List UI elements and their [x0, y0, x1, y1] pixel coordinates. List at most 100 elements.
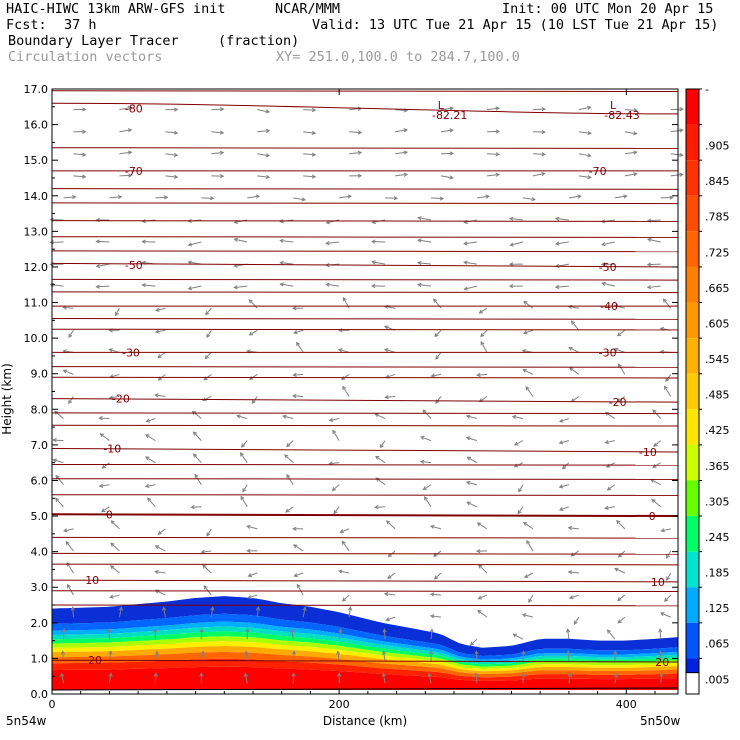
vector-arrow — [554, 241, 569, 246]
vector-arrow — [109, 194, 123, 200]
vector-arrow — [429, 628, 434, 640]
vector-arrow — [349, 173, 363, 178]
vector-arrow — [528, 594, 534, 603]
vector-arrow — [463, 285, 478, 291]
vector-arrow — [325, 240, 340, 246]
contour-line — [51, 463, 679, 466]
vector-arrow — [286, 440, 294, 448]
vector-arrow — [381, 650, 387, 662]
vector-arrow — [341, 594, 350, 602]
vector-arrow — [236, 414, 248, 420]
vector-arrow — [395, 172, 409, 177]
vector-arrow — [60, 650, 65, 662]
vector-arrow — [204, 352, 212, 360]
contour-label: 10 — [85, 574, 99, 587]
contour-line — [51, 278, 679, 281]
vector-arrow — [63, 194, 77, 200]
vector-arrow — [465, 480, 478, 486]
y-tick-label: 14.0 — [24, 190, 49, 203]
vector-arrow — [206, 528, 212, 537]
vector-arrow — [387, 572, 396, 579]
vector-arrow — [99, 433, 110, 442]
vector-arrow — [119, 173, 133, 178]
vector-arrow — [469, 638, 478, 646]
vector-arrow — [480, 329, 488, 338]
vector-arrow — [61, 628, 67, 640]
vector-arrow — [155, 195, 169, 200]
contour-line — [51, 290, 679, 294]
colorbar-swatch — [686, 302, 699, 339]
vector-arrow — [119, 105, 133, 111]
vector-arrow — [521, 650, 526, 662]
contour-line — [51, 424, 679, 427]
vector-arrow — [202, 564, 212, 574]
colorbar-label: .785 — [705, 211, 730, 224]
vector-arrow — [242, 484, 248, 493]
vector-arrow — [486, 172, 500, 177]
x-tick-label: 0 — [49, 698, 56, 711]
vector-arrow — [554, 284, 569, 290]
vector-arrow — [292, 526, 304, 531]
vector-arrow — [239, 452, 248, 463]
vector-arrow — [248, 329, 258, 336]
vector-arrow — [279, 260, 294, 266]
temperature-contours: -80 -70 -70 -50 -50 -40 -30 -30 -20 -20 -10 -10 0 0 10… — [51, 89, 679, 669]
vector-arrow — [282, 414, 294, 420]
vector-arrow — [624, 172, 638, 177]
vector-arrow — [463, 219, 478, 225]
contour-line — [51, 477, 679, 481]
contour-line — [51, 579, 679, 583]
vector-arrow — [145, 456, 156, 464]
y-tick-label: 2.0 — [31, 617, 49, 630]
vector-arrow — [247, 594, 258, 600]
vector-arrow — [255, 606, 261, 618]
y-tick-label: 4.0 — [31, 546, 49, 559]
vector-arrow — [248, 373, 258, 380]
contour-label: -40 — [600, 300, 618, 313]
contour-line — [51, 659, 679, 663]
vector-arrow — [248, 299, 258, 309]
tracer-band — [52, 636, 678, 669]
vector-arrow — [165, 174, 179, 179]
vector-arrow — [465, 414, 478, 420]
colorbar-label: .605 — [705, 317, 730, 330]
vector-arrow — [567, 672, 572, 684]
vector-arrow — [63, 528, 74, 533]
colorbar-swatch — [686, 338, 699, 374]
tracer-band — [52, 651, 678, 678]
tracer-band — [52, 641, 678, 672]
vector-arrow — [246, 524, 258, 530]
tracer-band — [52, 613, 678, 660]
contour-label: -20 — [609, 396, 627, 409]
contour-line — [51, 102, 679, 115]
tracer-band — [52, 658, 678, 681]
model-title: HAIC-HIWC 13km ARW-GFS init — [6, 1, 226, 17]
low-marker: L — [610, 99, 617, 112]
vector-arrow — [73, 174, 87, 179]
vector-arrow — [187, 241, 202, 247]
vector-arrow — [522, 368, 534, 375]
vector-arrow — [347, 606, 353, 618]
vector-arrow — [154, 393, 166, 398]
vector-arrow — [153, 672, 158, 684]
vector-arrow — [187, 285, 202, 291]
vector-arrow — [652, 409, 662, 419]
vector-arrow — [600, 262, 615, 267]
vector-arrow — [441, 151, 455, 156]
vector-arrow — [570, 320, 580, 331]
vector-arrow — [118, 606, 123, 618]
vector-arrow — [384, 348, 396, 353]
vector-arrow — [147, 497, 156, 508]
vector-arrow — [55, 474, 64, 486]
vector-arrow — [578, 105, 592, 111]
vector-arrow — [659, 612, 671, 618]
vector-arrow — [157, 528, 166, 535]
vector-arrow — [427, 672, 432, 684]
vector-arrow — [73, 107, 87, 112]
contour-line — [51, 447, 679, 453]
vector-arrow — [165, 130, 179, 135]
ground-strip — [52, 690, 678, 694]
vector-arrow — [650, 479, 662, 486]
vector-arrow — [243, 672, 248, 684]
vector-arrow — [292, 393, 304, 399]
